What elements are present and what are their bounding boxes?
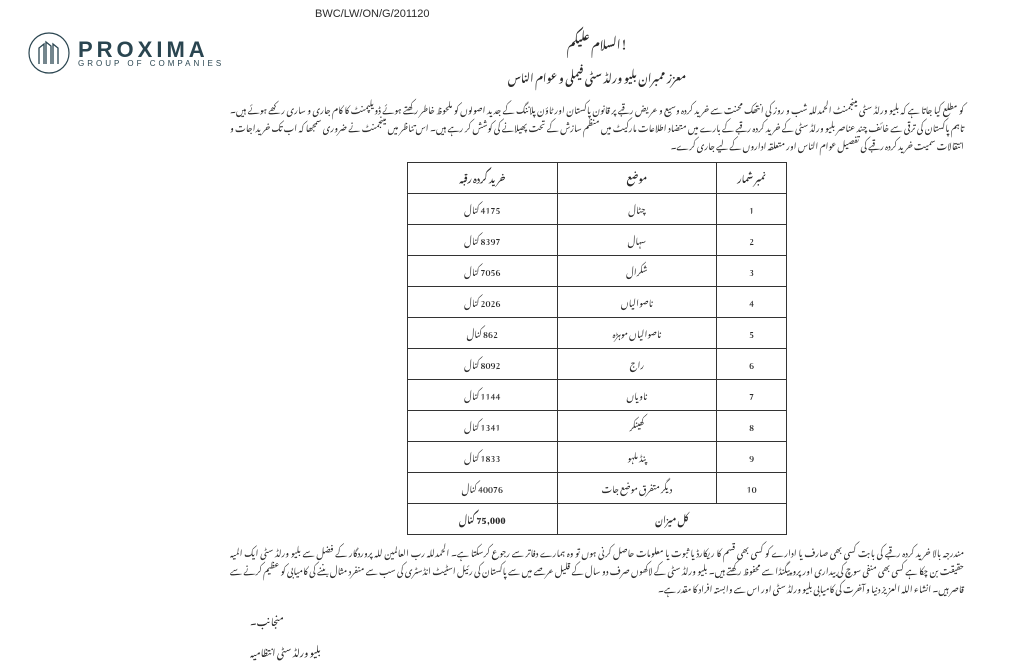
cell-sn: 9 [717,442,787,473]
cell-sn: 7 [717,380,787,411]
table-row: 6راج8092 کنال [408,349,787,380]
table-row: 10دیگر متفرق موضع جات40076 کنال [408,473,787,504]
table-row: 4ناصوالیاں2026 کنال [408,287,787,318]
logo-text: PROXIMA GROUP OF COMPANIES [78,38,224,69]
table-row: 7ناویاں1144 کنال [408,380,787,411]
table-row: 1چٹال4175 کنال [408,194,787,225]
cell-loc: سہال [557,225,717,256]
land-table-container: نمبر شمار موضع خرید کردہ رقبہ 1چٹال4175 … [230,162,964,535]
logo-building-icon [28,32,70,74]
cell-area: 1833 کنال [408,442,558,473]
cell-sn: 10 [717,473,787,504]
cell-area: 8092 کنال [408,349,558,380]
cell-area: 1341 کنال [408,411,558,442]
cell-loc: چٹال [557,194,717,225]
signature-from: منجانب۔ [250,607,964,632]
cell-loc: ناصوالیاں موہڑہ [557,318,717,349]
table-total-row: کل میزان 75,000 کنال [408,504,787,535]
cell-area: 862 کنال [408,318,558,349]
cell-loc: شکرال [557,256,717,287]
land-purchase-table: نمبر شمار موضع خرید کردہ رقبہ 1چٹال4175 … [407,162,787,535]
table-row: 8کھینکر1341 کنال [408,411,787,442]
cell-area: 40076 کنال [408,473,558,504]
cell-loc: ناصوالیاں [557,287,717,318]
table-row: 9پنڈ ملہو1833 کنال [408,442,787,473]
cell-loc: دیگر متفرق موضع جات [557,473,717,504]
cell-sn: 1 [717,194,787,225]
subject-line: معزز ممبران بلیو ورلڈ سٹی فیملی و عوام ا… [230,62,964,90]
header-location: موضع [557,163,717,194]
cell-loc: راج [557,349,717,380]
total-value: 75,000 کنال [408,504,558,535]
closing-paragraph: مندرجہ بالا خرید کردہ رقبے کی بابت کسی ب… [230,543,964,597]
cell-sn: 6 [717,349,787,380]
signature-block: منجانب۔ بلیو ورلڈ سٹی انتظامیہ [230,607,964,663]
cell-sn: 5 [717,318,787,349]
table-row: 5ناصوالیاں موہڑہ862 کنال [408,318,787,349]
cell-loc: ناویاں [557,380,717,411]
cell-area: 4175 کنال [408,194,558,225]
cell-area: 2026 کنال [408,287,558,318]
cell-area: 1144 کنال [408,380,558,411]
total-label: کل میزان [557,504,786,535]
table-header-row: نمبر شمار موضع خرید کردہ رقبہ [408,163,787,194]
logo-sub-text: GROUP OF COMPANIES [78,60,224,69]
reference-number: BWC/LW/ON/G/201120 [315,8,430,20]
greeting-line: !السلام علیکم [230,28,964,58]
table-row: 3شکرال7056 کنال [408,256,787,287]
header-serial: نمبر شمار [717,163,787,194]
document-body: !السلام علیکم معزز ممبران بلیو ورلڈ سٹی … [230,28,964,669]
cell-loc: پنڈ ملہو [557,442,717,473]
table-row: 2سہال8397 کنال [408,225,787,256]
cell-sn: 4 [717,287,787,318]
header-area: خرید کردہ رقبہ [408,163,558,194]
intro-paragraph: کو مطلع کیا جاتا ہے کہ بلیو ورلڈ سٹی مین… [230,100,964,154]
cell-sn: 2 [717,225,787,256]
company-logo: PROXIMA GROUP OF COMPANIES [28,32,224,74]
cell-loc: کھینکر [557,411,717,442]
cell-sn: 3 [717,256,787,287]
signature-name: بلیو ورلڈ سٹی انتظامیہ [250,638,964,663]
table-body: 1چٹال4175 کنال2سہال8397 کنال3شکرال7056 ک… [408,194,787,504]
cell-area: 8397 کنال [408,225,558,256]
cell-sn: 8 [717,411,787,442]
cell-area: 7056 کنال [408,256,558,287]
